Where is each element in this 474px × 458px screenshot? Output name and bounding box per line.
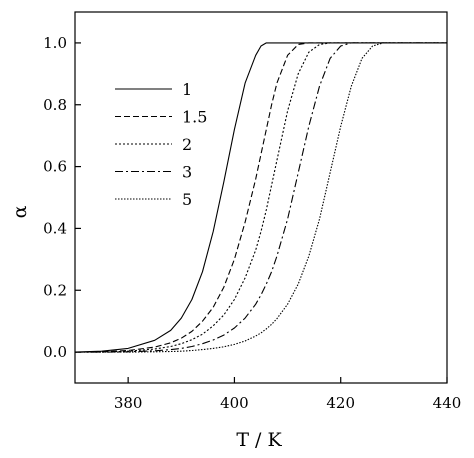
axes — [74, 11, 448, 384]
series-line-5 — [75, 42, 447, 353]
legend: 1 1.5 2 3 5 — [115, 80, 207, 209]
legend-label-3: 3 — [182, 163, 192, 182]
y-axis-title: α — [9, 205, 31, 218]
y-tick-label: 0.0 — [43, 343, 67, 361]
legend-label-1: 1 — [182, 80, 192, 99]
x-axis-title: T / K — [236, 429, 282, 451]
y-tick-label: 0.6 — [43, 158, 67, 176]
ticks: 380 400 420 440 0.0 0.2 0.4 0.6 0.8 1.0 — [43, 34, 461, 412]
y-tick-label: 0.2 — [43, 281, 67, 299]
series-lines — [74, 42, 447, 353]
series-line-3 — [75, 42, 447, 353]
legend-label-5: 5 — [182, 190, 192, 209]
y-tick-label: 1.0 — [43, 34, 67, 52]
legend-label-1.5: 1.5 — [182, 108, 207, 127]
legend-label-2: 2 — [182, 135, 192, 154]
x-tick-label: 440 — [433, 394, 462, 412]
y-tick-label: 0.4 — [43, 219, 67, 237]
x-tick-label: 420 — [326, 394, 355, 412]
plot-frame — [74, 11, 448, 384]
y-tick-label: 0.8 — [43, 96, 67, 114]
x-tick-label: 400 — [220, 394, 249, 412]
x-tick-label: 380 — [114, 394, 143, 412]
